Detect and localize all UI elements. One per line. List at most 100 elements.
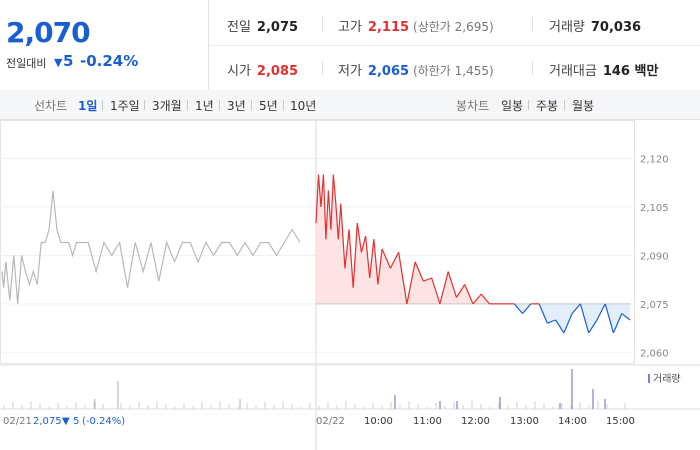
today-segment [431,277,441,305]
today-segment [588,319,598,334]
change-amount: 5 [63,52,74,70]
x-tick-label: 12:00 [461,416,490,427]
today-segment [538,303,548,324]
today-segment [604,303,615,334]
today-segment [596,303,606,321]
tab-1y[interactable]: 1년 [195,99,214,113]
tab-3y[interactable]: 3년 [227,99,246,113]
today-segment [579,303,590,334]
tab-monthly[interactable]: 월봉 [572,99,595,113]
tab-1d[interactable]: 1일 [78,99,98,113]
high-stat: 고가 2,115 (상한가 2,695) [338,16,494,35]
x-axis: 02/21 02/22 10:00 11:00 12:00 13:00 14:00 15:00… [3,416,635,427]
today-segment [439,271,449,304]
today-segment [348,229,354,288]
y-tick-label: 2,060 [640,348,669,359]
today-segment [340,203,346,269]
today-series [315,174,631,334]
today-segment [455,284,466,298]
volume-panel: 거래량 [0,364,700,410]
x-tick-label: 14:00 [558,416,587,427]
chart-period-tabs: 선차트 1일 1주일 3개월 1년 3년 5년 10년 봉차트 일봉 주봉 월봉 [0,90,700,120]
prev-day-arrow-icon: ▼ [62,416,70,427]
today-segment [317,174,322,207]
plot-frame [0,120,635,364]
today-segment [389,251,400,269]
lower-limit: (하한가 1,455) [413,64,494,78]
line-chart-label: 선차트 [34,99,68,113]
change-label: 전일대비 [6,57,47,70]
y-tick-label: 2,090 [640,251,669,262]
prev-day-line [1,190,301,304]
today-segment [369,239,375,279]
tab-weekly[interactable]: 주봉 [536,99,559,113]
today-segment [352,223,358,288]
tab-5y[interactable]: 5년 [259,99,278,113]
prev-close-stat: 전일 2,075 [227,16,298,35]
today-segment [315,174,320,224]
today-segment [373,239,379,285]
x-tick-label: 02/21 [3,416,32,427]
today-segment [381,248,391,269]
current-price-box: 2,070 전일대비 ▼ 5 -0.24% [0,0,209,90]
today-segment [364,235,371,279]
low-label: 저가 [338,64,362,79]
today-segment [406,261,416,304]
x-tick-label: 15:00 [606,416,635,427]
today-segment [522,303,532,314]
today-segment [472,293,482,305]
volume-value: 70,036 [590,20,642,35]
prev-day-change: 5 [73,416,79,427]
today-segment [513,303,524,314]
today-segment [563,313,573,334]
today-segment [414,261,424,282]
today-segment [447,271,458,298]
today-segment [327,190,332,230]
upper-limit: (상한가 2,695) [413,20,494,34]
today-segment [377,248,383,285]
tab-3m[interactable]: 3개월 [152,99,182,113]
today-segment [547,319,556,324]
down-area [316,303,630,333]
volume-stat: 거래량 70,036 [549,16,641,35]
price-chart: 2,060 2,075 2,090 2,105 2,120 거래량 02/21 02/22… [0,120,700,450]
low-value: 2,065 [367,64,410,79]
volume-label: 거래량 [549,20,585,35]
tab-10y[interactable]: 10년 [290,99,317,113]
x-tick-label: 11:00 [413,416,442,427]
prev-close-value: 2,075 [256,20,299,35]
change-percent: -0.24% [80,52,139,70]
high-label: 고가 [338,20,362,35]
today-segment [612,313,623,334]
open-value: 2,085 [256,64,299,79]
up-area [316,174,630,304]
today-segment [332,174,337,204]
today-segment [325,190,329,240]
open-label: 시가 [227,64,251,79]
y-tick-label: 2,120 [640,154,669,165]
today-segment [480,293,490,305]
today-segment [322,174,327,240]
today-segment [330,174,334,230]
amount-stat: 거래대금 146 백만 [549,60,658,79]
today-segment [344,229,350,269]
today-segment [423,277,432,282]
tab-1w[interactable]: 1주일 [110,99,140,113]
volume-legend-swatch [648,374,650,383]
tab-daily[interactable]: 일봉 [501,99,524,113]
open-stat: 시가 2,085 [227,60,298,79]
amount-value: 146 백만 [602,64,659,79]
today-segment [337,203,342,240]
low-stat: 저가 2,065 (하한가 1,455) [338,60,494,79]
price-summary: 2,070 전일대비 ▼ 5 -0.24% 전일 2,075 시가 2,085 고가… [0,0,700,91]
high-value: 2,115 [367,20,410,35]
candle-chart-label: 봉차트 [456,99,490,113]
today-segment [335,203,339,240]
y-tick-label: 2,105 [640,203,669,214]
x-tick-label: 13:00 [510,416,539,427]
volume-legend: 거래량 [653,373,681,385]
today-segment [621,313,631,321]
y-tick-label: 2,075 [640,300,669,311]
today-segment [320,174,325,207]
prev-day-series [1,190,301,304]
